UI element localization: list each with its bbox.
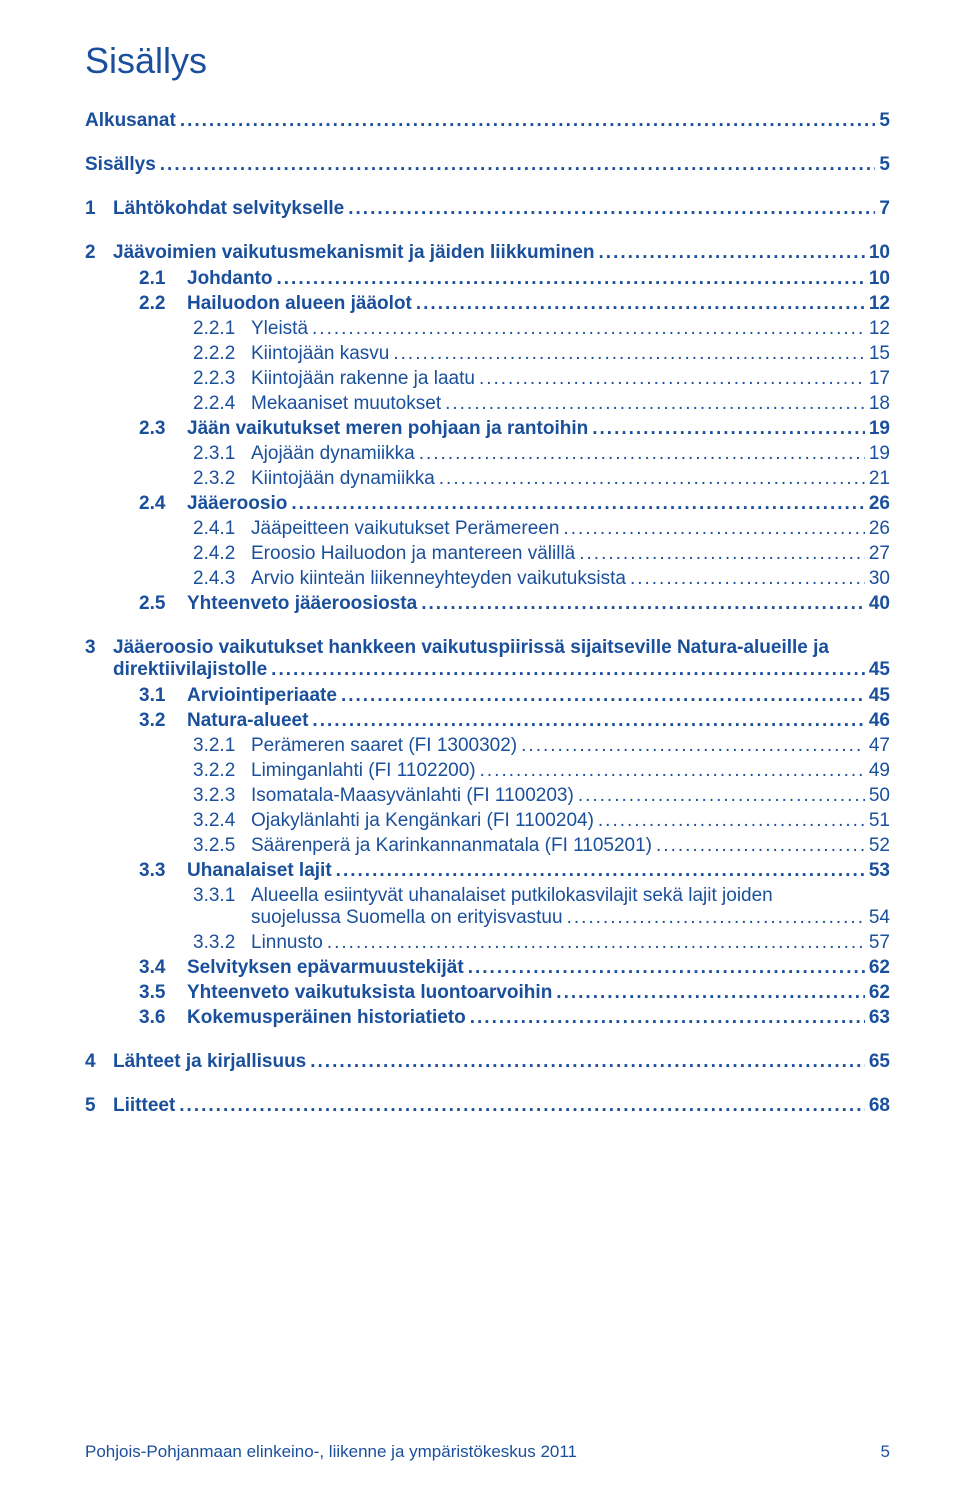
toc-entry: 3.2.5Säärenperä ja Karinkannanmatala (FI… xyxy=(85,835,890,857)
toc-entry: 1Lähtökohdat selvitykselle7 xyxy=(85,198,890,220)
toc-entry: 3.2.1Perämeren saaret (FI 1300302)47 xyxy=(85,735,890,757)
toc-entry: 2Jäävoimien vaikutusmekanismit ja jäiden… xyxy=(85,242,890,264)
toc-entry: 2.4Jääeroosio26 xyxy=(85,493,890,515)
toc-entry: 2.4.1Jääpeitteen vaikutukset Perämereen2… xyxy=(85,518,890,540)
toc-entry: 3.2.3Isomatala-Maasyvänlahti (FI 1100203… xyxy=(85,785,890,807)
toc-entry: 3.2.2Liminganlahti (FI 1102200)49 xyxy=(85,760,890,782)
toc-entry: 3.2.4Ojakylänlahti ja Kengänkari (FI 110… xyxy=(85,810,890,832)
table-of-contents: Alkusanat5 Sisällys5 1Lähtökohdat selvityk… xyxy=(85,110,890,1117)
toc-entry: 2.5Yhteenveto jääeroosiosta40 xyxy=(85,593,890,615)
footer-page-number: 5 xyxy=(881,1442,890,1462)
toc-entry: 2.3.1Ajojään dynamiikka19 xyxy=(85,443,890,465)
toc-entry: 3.3.1Alueella esiintyvät uhanalaiset put… xyxy=(85,885,890,929)
toc-entry: 3.1Arviointiperiaate45 xyxy=(85,685,890,707)
toc-entry: 2.4.2Eroosio Hailuodon ja mantereen väli… xyxy=(85,543,890,565)
footer-left: Pohjois-Pohjanmaan elinkeino-, liikenne … xyxy=(85,1442,577,1462)
toc-entry: Alkusanat5 xyxy=(85,110,890,132)
toc-entry: 2.2Hailuodon alueen jääolot12 xyxy=(85,293,890,315)
toc-entry: 2.3.2Kiintojään dynamiikka21 xyxy=(85,468,890,490)
toc-entry: 3.5Yhteenveto vaikutuksista luontoarvoih… xyxy=(85,982,890,1004)
toc-entry: 3.6Kokemusperäinen historiatieto63 xyxy=(85,1007,890,1029)
page-title: Sisällys xyxy=(85,40,890,82)
toc-entry: 3.3Uhanalaiset lajit53 xyxy=(85,860,890,882)
toc-entry: 2.2.3Kiintojään rakenne ja laatu17 xyxy=(85,368,890,390)
toc-entry: Sisällys5 xyxy=(85,154,890,176)
toc-entry: 2.3Jään vaikutukset meren pohjaan ja ran… xyxy=(85,418,890,440)
toc-entry: 2.2.2Kiintojään kasvu15 xyxy=(85,343,890,365)
toc-entry: 5Liitteet68 xyxy=(85,1095,890,1117)
toc-entry: 3.2Natura-alueet46 xyxy=(85,710,890,732)
toc-entry: 2.2.4Mekaaniset muutokset18 xyxy=(85,393,890,415)
toc-entry: 3.4Selvityksen epävarmuustekijät62 xyxy=(85,957,890,979)
toc-entry: 2.2.1Yleistä12 xyxy=(85,318,890,340)
toc-entry: 2.1Johdanto10 xyxy=(85,268,890,290)
toc-entry: 2.4.3Arvio kiinteän liikenneyhteyden vai… xyxy=(85,568,890,590)
toc-entry: 3Jääeroosio vaikutukset hankkeen vaikutu… xyxy=(85,637,890,681)
page-footer: Pohjois-Pohjanmaan elinkeino-, liikenne … xyxy=(85,1442,890,1462)
toc-entry: 4Lähteet ja kirjallisuus65 xyxy=(85,1051,890,1073)
toc-entry: 3.3.2Linnusto57 xyxy=(85,932,890,954)
